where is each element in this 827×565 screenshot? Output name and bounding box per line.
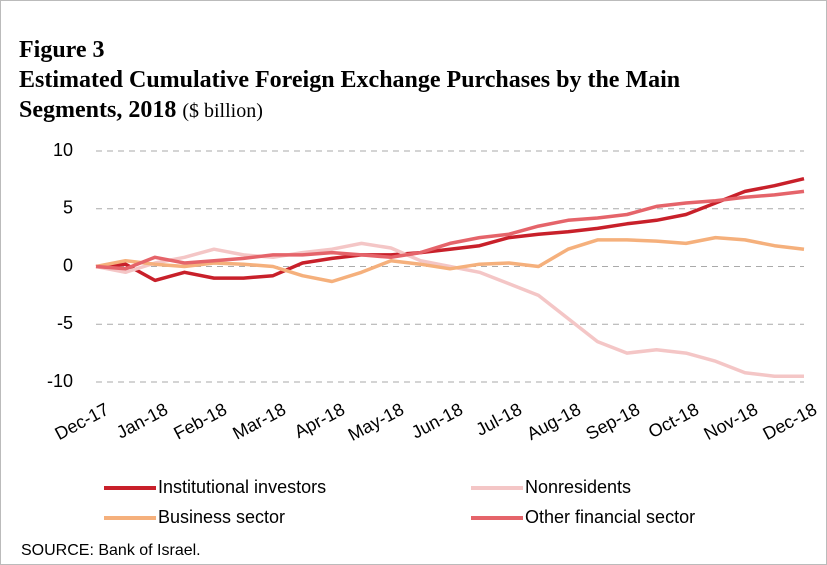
- x-tick-label: Dec-18: [759, 399, 820, 444]
- x-tick-label: Jun-18: [408, 399, 466, 443]
- legend-label: Institutional investors: [158, 477, 326, 497]
- x-tick-label: Jul-18: [472, 399, 525, 440]
- series-line: [95, 241, 804, 378]
- x-tick-label: Mar-18: [229, 399, 289, 443]
- legend-label: Other financial sector: [525, 507, 695, 527]
- x-tick-label: Nov-18: [700, 399, 761, 444]
- series-line: [95, 235, 805, 284]
- x-tick-label: May-18: [345, 399, 407, 445]
- x-tick-label: Aug-18: [523, 399, 584, 444]
- y-tick-label: 10: [53, 140, 73, 160]
- y-tick-label: -10: [47, 371, 73, 391]
- x-tick-label: Apr-18: [291, 399, 348, 442]
- chart-subtitle: Estimated Cumulative Foreign Exchange Pu…: [19, 67, 681, 123]
- y-tick-label: -5: [57, 313, 73, 333]
- x-tick-label: Feb-18: [170, 399, 230, 443]
- y-tick-label: 5: [63, 198, 73, 218]
- legend-label: Nonresidents: [525, 477, 631, 497]
- x-tick-label: Dec-17: [51, 399, 112, 444]
- x-tick-label: Oct-18: [645, 399, 702, 442]
- x-tick-label: Jan-18: [113, 399, 171, 443]
- series-line: [95, 176, 805, 283]
- x-tick-label: Sep-18: [582, 399, 643, 444]
- legend-label: Business sector: [158, 507, 285, 527]
- series-line: [95, 189, 805, 271]
- source: SOURCE: Bank of Israel.: [21, 542, 201, 559]
- y-tick-label: 0: [63, 255, 73, 275]
- unit-label: ($ billion): [182, 100, 263, 122]
- chart-title: Figure 3: [19, 37, 105, 63]
- header: Figure 3 Estimated Cumulative Foreign Ex…: [19, 35, 719, 126]
